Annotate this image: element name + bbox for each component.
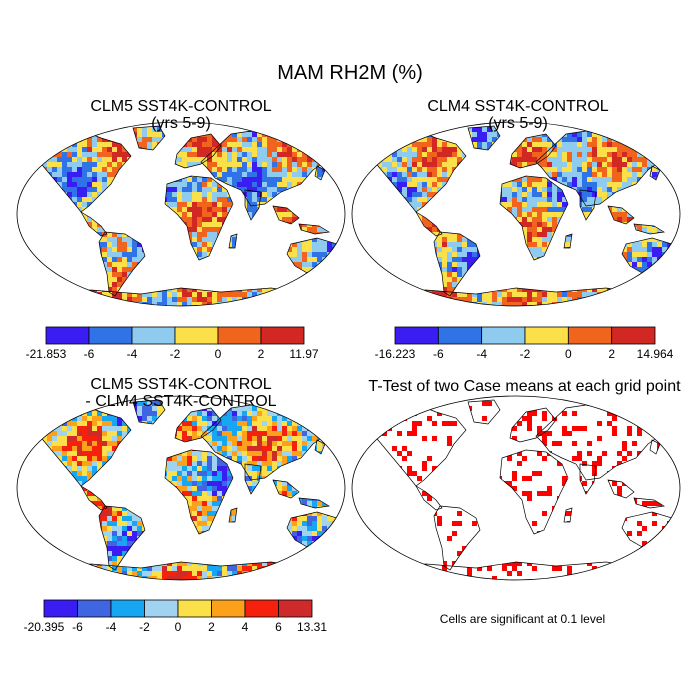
colorbar-difference-tick-label: 2	[208, 620, 215, 634]
colorbar-clm4-tick-label: -4	[476, 347, 487, 361]
panel-title-clm4: CLM4 SST4K-CONTROL (yrs 5-9)	[352, 98, 684, 132]
colorbar-clm4-tick-label: -16.223	[375, 347, 416, 361]
colorbar-clm5-swatch	[260, 326, 305, 345]
colorbar-difference-swatch	[244, 599, 279, 618]
colorbar-clm4-swatch	[524, 326, 569, 345]
colorbar-clm5-swatch	[88, 326, 133, 345]
colorbar-clm4-swatch	[611, 326, 656, 345]
panel-title-clm5-line2: (yrs 5-9)	[151, 115, 211, 132]
colorbar-clm4-swatch	[437, 326, 483, 345]
panel-title-ttest: T-Test of two Case means at each grid po…	[352, 378, 697, 395]
significance-note: Cells are significant at 0.1 level	[439, 612, 606, 626]
colorbar-clm5-tick-label: -4	[127, 347, 138, 361]
colorbar-clm4-swatch	[481, 326, 526, 345]
colorbar-clm5-swatch	[217, 326, 262, 345]
colorbar-difference-tick-label: 4	[242, 620, 249, 634]
colorbar-clm5-tick-label: -21.853	[26, 347, 67, 361]
colorbar-clm4-tick-label: 14.964	[637, 347, 674, 361]
colorbar-clm5-swatch	[174, 326, 219, 345]
colorbar-difference-tick-label: -6	[72, 620, 83, 634]
colorbar-clm5-tick-label: -2	[170, 347, 181, 361]
colorbar-clm4-tick-label: -2	[520, 347, 531, 361]
colorbar-clm5-tick-label: -6	[84, 347, 95, 361]
map-clm4-sst4k-control	[351, 121, 681, 307]
colorbar-clm5-tick-label: 11.97	[289, 347, 318, 361]
colorbar-difference-tick-label: 6	[275, 620, 282, 634]
panel-title-ttest-line1: T-Test of two Case means at each grid po…	[368, 378, 681, 395]
panel-title-difference-line2: - CLM4 SST4K-CONTROL	[85, 393, 277, 410]
panel-title-difference-line1: CLM5 SST4K-CONTROL	[90, 376, 272, 393]
colorbar-difference: -20.395 -6 -4 -2 0 2 4 6 13.31	[24, 599, 327, 634]
panel-title-difference: CLM5 SST4K-CONTROL - CLM4 SST4K-CONTROL	[15, 376, 347, 410]
colorbar-clm4-tick-label: 2	[608, 347, 615, 361]
colorbar-difference-tick-label: -4	[106, 620, 117, 634]
colorbar-clm5-swatch	[45, 326, 90, 345]
colorbar-clm5-swatch	[131, 326, 176, 345]
map-clm5-sst4k-control	[16, 121, 346, 307]
colorbar-difference-swatch	[43, 599, 78, 618]
colorbar-clm4-tick-label: 0	[565, 347, 572, 361]
colorbar-difference-swatch	[211, 599, 246, 618]
colorbar-clm4-tick-label: -6	[433, 347, 444, 361]
panel-title-clm5: CLM5 SST4K-CONTROL (yrs 5-9)	[15, 98, 347, 132]
colorbar-clm4: -16.223 -6 -4 -2 0 2 14.964	[375, 326, 674, 361]
colorbar-difference-swatch	[177, 599, 212, 618]
colorbar-difference-tick-label: -2	[139, 620, 150, 634]
colorbar-clm4-swatch	[567, 326, 613, 345]
colorbar-clm5-tick-label: 2	[258, 347, 265, 361]
colorbar-clm5-tick-label: 0	[215, 347, 222, 361]
colorbar-difference-swatch	[77, 599, 112, 618]
panel-title-clm5-line1: CLM5 SST4K-CONTROL	[90, 98, 272, 115]
colorbar-difference-swatch	[110, 599, 145, 618]
map-clm5-minus-clm4	[16, 395, 346, 581]
colorbar-difference-tick-label: -20.395	[24, 620, 65, 634]
colorbar-difference-tick-label: 13.31	[297, 620, 327, 634]
colorbar-difference-swatch	[144, 599, 179, 618]
colorbar-clm4-swatch	[394, 326, 439, 345]
colorbar-difference-tick-label: 0	[175, 620, 182, 634]
map-t-test-significance	[351, 395, 681, 581]
panel-title-clm4-line2: (yrs 5-9)	[488, 115, 548, 132]
colorbar-clm5: -21.853 -6 -4 -2 0 2 11.97	[26, 326, 319, 361]
colorbar-difference-swatch	[278, 599, 313, 618]
figure-title: MAM RH2M (%)	[277, 62, 423, 84]
panel-title-clm4-line1: CLM4 SST4K-CONTROL	[427, 98, 609, 115]
